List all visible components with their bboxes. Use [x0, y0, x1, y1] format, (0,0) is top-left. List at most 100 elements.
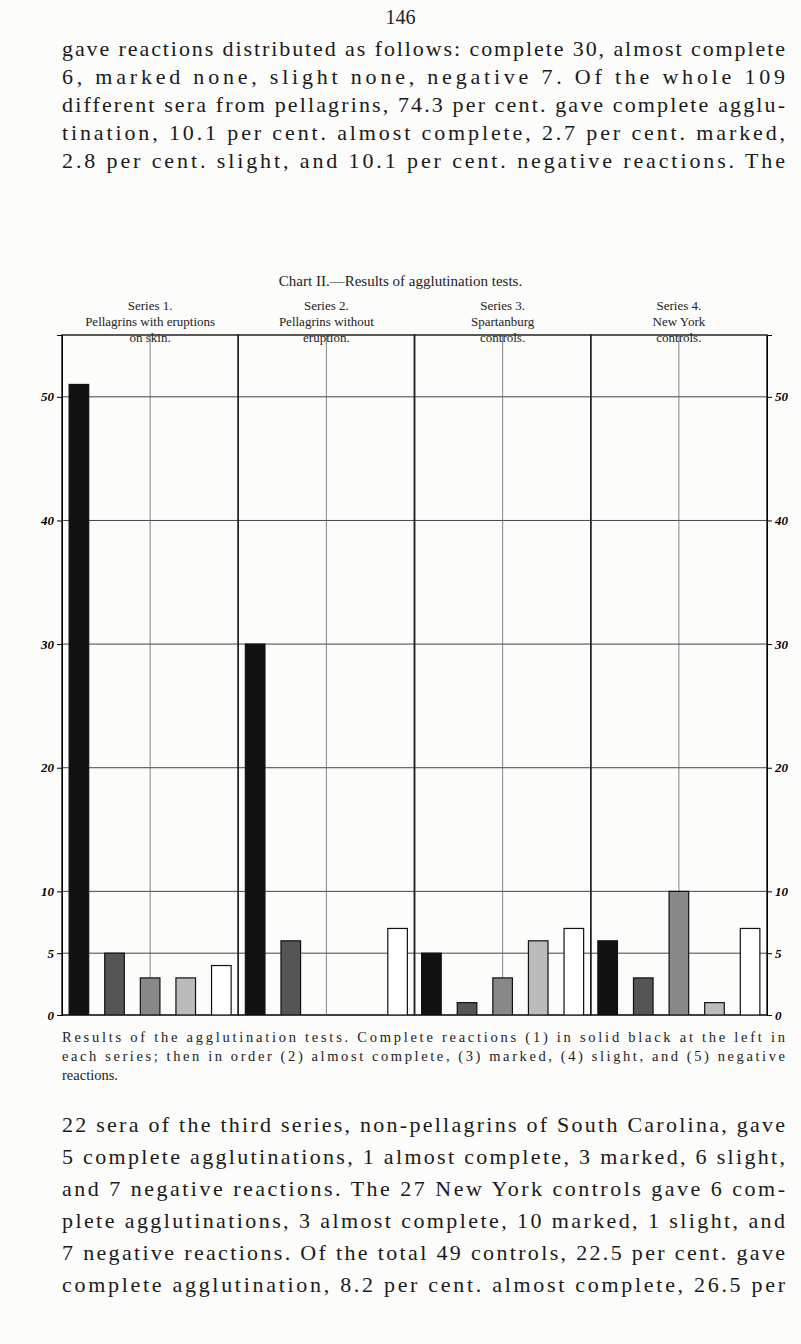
tick-label: 30	[40, 637, 55, 652]
tick: 0	[48, 1008, 63, 1023]
tick: 50	[41, 389, 62, 404]
tick: 30	[767, 637, 789, 652]
bar	[633, 978, 653, 1015]
caption: each series; then in order (2) almost co…	[62, 1048, 785, 1065]
panel-frame	[591, 335, 767, 1015]
tick-mark	[767, 644, 772, 645]
series-header: Series 1.	[128, 298, 173, 313]
body-text: 2.8 per cent. slight, and 10.1 per cent.…	[62, 148, 785, 173]
background	[0, 0, 801, 1344]
tick: 10	[767, 884, 789, 899]
bar	[669, 891, 689, 1015]
body-text: 6, marked none, slight none, negative 7.…	[62, 64, 785, 89]
tick-mark	[767, 768, 772, 769]
bar	[140, 978, 160, 1015]
body-text: tination, 10.1 per cent. almost complete…	[62, 120, 785, 145]
bar	[352, 1014, 372, 1015]
body-text: gave reactions distributed as follows: c…	[62, 36, 785, 61]
series-header: New York	[653, 314, 706, 329]
caption: reactions.	[62, 1067, 118, 1083]
panel-frames	[62, 335, 767, 1015]
panel-frame	[62, 335, 238, 1015]
tick: 20	[40, 760, 62, 775]
page-number: 146	[386, 6, 416, 28]
tick-mark	[57, 397, 62, 398]
series-header: Series 4.	[656, 298, 701, 313]
tick-mark	[767, 520, 772, 521]
y-axis-right: 0 5 10 20 30 40 50	[767, 336, 789, 1023]
bar	[105, 953, 125, 1015]
chart-title: Chart II.—Results of agglutination tests…	[279, 273, 522, 289]
bar	[564, 928, 584, 1015]
tick: 40	[40, 513, 62, 528]
bar	[598, 941, 618, 1015]
tick: 10	[41, 884, 62, 899]
tick: 30	[40, 637, 62, 652]
series-header: Pellagrins without	[279, 314, 374, 329]
body-text: 7 negative reactions. Of the total 49 co…	[62, 1240, 785, 1265]
bar	[493, 978, 513, 1015]
tick-label: 0	[48, 1008, 55, 1023]
tick-label: 40	[774, 513, 789, 528]
y-axis-left: 0 5 10 20 30 40 50	[40, 336, 63, 1023]
series-header: Series 2.	[304, 298, 349, 313]
axis-line	[768, 336, 773, 1016]
tick-label: 0	[775, 1008, 782, 1023]
tick-label: 20	[40, 760, 55, 775]
series-header: Series 3.	[480, 298, 525, 313]
bar	[245, 644, 265, 1015]
tick-label: 40	[40, 513, 55, 528]
tick: 50	[767, 389, 789, 404]
body-text: complete agglutination, 8.2 per cent. al…	[62, 1272, 786, 1297]
panel-frame	[415, 335, 591, 1015]
panel-divider	[150, 335, 151, 1015]
tick-mark	[57, 520, 62, 521]
tick-label: 10	[775, 884, 789, 899]
body-text: plete agglutinations, 3 almost complete,…	[62, 1208, 785, 1233]
body-text: and 7 negative reactions. The 27 New Yor…	[62, 1176, 785, 1201]
bar	[69, 384, 89, 1015]
body-text: 22 sera of the third series, non-pellagr…	[62, 1112, 785, 1137]
bar	[388, 928, 408, 1015]
axis-line	[57, 336, 63, 1016]
tick-label: 10	[41, 884, 55, 899]
tick: 0	[767, 1008, 782, 1023]
tick-mark	[767, 953, 772, 954]
tick: 20	[767, 760, 789, 775]
bar	[705, 1003, 725, 1015]
tick-mark	[767, 891, 772, 892]
tick: 5	[767, 946, 782, 961]
body-text: different sera from pellagrins, 74.3 per…	[62, 92, 785, 117]
bar	[281, 941, 301, 1015]
tick-label: 50	[41, 389, 55, 404]
series-header: Pellagrins with eruptions	[85, 314, 215, 329]
bar	[528, 941, 548, 1015]
tick-mark	[767, 1015, 772, 1016]
bars	[69, 384, 760, 1015]
bar	[422, 953, 442, 1015]
tick-label: 5	[48, 946, 55, 961]
series-header: Spartanburg	[471, 314, 535, 329]
bar	[317, 1014, 337, 1015]
tick: 40	[767, 513, 789, 528]
tick-mark	[57, 1015, 62, 1016]
tick-label: 30	[774, 637, 789, 652]
tick-mark	[57, 644, 62, 645]
tick-mark	[57, 891, 62, 892]
tick-label: 5	[775, 946, 782, 961]
bar	[740, 928, 760, 1015]
panel-frame	[238, 335, 414, 1015]
tick-mark	[57, 768, 62, 769]
bar	[212, 966, 232, 1015]
bar	[457, 1003, 477, 1015]
panel-divider	[326, 335, 327, 1015]
tick-mark	[767, 397, 772, 398]
body-text: 5 complete agglutinations, 1 almost comp…	[62, 1144, 785, 1169]
tick: 5	[48, 946, 63, 961]
bar	[176, 978, 196, 1015]
tick-label: 50	[775, 389, 789, 404]
panel-divider	[502, 335, 503, 1015]
tick-mark	[57, 953, 62, 954]
caption: Results of the agglutination tests. Comp…	[62, 1029, 786, 1046]
page: 146 gave reactions distributed as follows…	[0, 0, 801, 1344]
